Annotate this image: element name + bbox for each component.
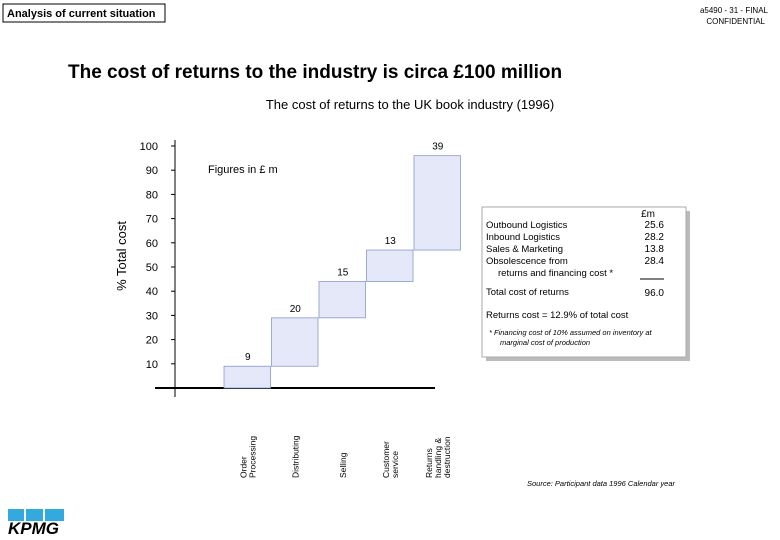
logo-block xyxy=(26,509,43,521)
table-unit: £m xyxy=(641,209,655,220)
total-label: Total cost of returns xyxy=(486,287,569,298)
value-label: 15 xyxy=(337,268,349,279)
y-tick-label: 10 xyxy=(146,359,158,371)
y-tick-label: 40 xyxy=(146,286,158,298)
x-tick-label: Order xyxy=(238,456,248,478)
returns-cost: Returns cost = 12.9% of total cost xyxy=(486,310,629,321)
x-tick-label: Distributing xyxy=(290,435,300,478)
bar xyxy=(318,281,366,319)
footnote: marginal cost of production xyxy=(500,338,590,347)
row-value: 28.4 xyxy=(645,256,665,267)
x-tick-label: service xyxy=(390,451,400,478)
value-label: 20 xyxy=(290,304,302,315)
doc-ref: a5490 - 31 - FINAL xyxy=(700,6,769,15)
section-label: Analysis of current situation xyxy=(7,8,156,20)
bar xyxy=(413,155,461,251)
row-label: Obsolescence from xyxy=(486,256,568,267)
y-tick-label: 20 xyxy=(146,335,158,347)
bar xyxy=(271,317,319,367)
y-tick-label: 60 xyxy=(146,238,158,250)
x-tick-label: Processing xyxy=(247,436,257,478)
row-value: 25.6 xyxy=(645,220,665,231)
row-label: Outbound Logistics xyxy=(486,220,568,231)
x-tick-label: destruction xyxy=(442,436,452,478)
row-label: Inbound Logistics xyxy=(486,232,560,243)
y-tick-label: 90 xyxy=(146,165,158,177)
y-tick-label: 30 xyxy=(146,310,158,322)
value-label: 9 xyxy=(245,352,251,363)
y-tick-label: 100 xyxy=(140,141,158,153)
bar xyxy=(223,365,271,389)
y-tick-label: 80 xyxy=(146,189,158,201)
row-value: 13.8 xyxy=(645,244,665,255)
x-tick-label: Returns xyxy=(424,448,434,478)
section-box xyxy=(2,3,166,23)
footnote: * Financing cost of 10% assumed on inven… xyxy=(489,328,653,337)
row-value: 28.2 xyxy=(645,232,665,243)
annotation: Figures in £ m xyxy=(208,164,278,176)
logo-block xyxy=(45,509,64,521)
confidential: CONFIDENTIAL xyxy=(706,17,765,26)
slide-title: The cost of returns to the industry is c… xyxy=(68,62,562,83)
logo: KPMG xyxy=(8,519,59,538)
chart-title: The cost of returns to the UK book indus… xyxy=(266,97,554,112)
source: Source: Participant data 1996 Calendar y… xyxy=(527,479,676,488)
y-axis-label: % Total cost xyxy=(114,221,129,291)
logo-block xyxy=(8,509,24,521)
total-value: 96.0 xyxy=(645,288,665,299)
y-tick-label: 50 xyxy=(146,262,158,274)
row-label: Sales & Marketing xyxy=(486,244,563,255)
y-tick-label: 70 xyxy=(146,214,158,226)
x-tick-label: Customer xyxy=(381,441,391,478)
bar xyxy=(366,249,414,282)
row-label: returns and financing cost * xyxy=(498,268,613,279)
value-label: 39 xyxy=(432,142,444,153)
x-tick-label: handling & xyxy=(433,437,443,478)
value-label: 13 xyxy=(385,236,397,247)
x-tick-label: Selling xyxy=(338,452,348,478)
table-box xyxy=(481,206,687,358)
